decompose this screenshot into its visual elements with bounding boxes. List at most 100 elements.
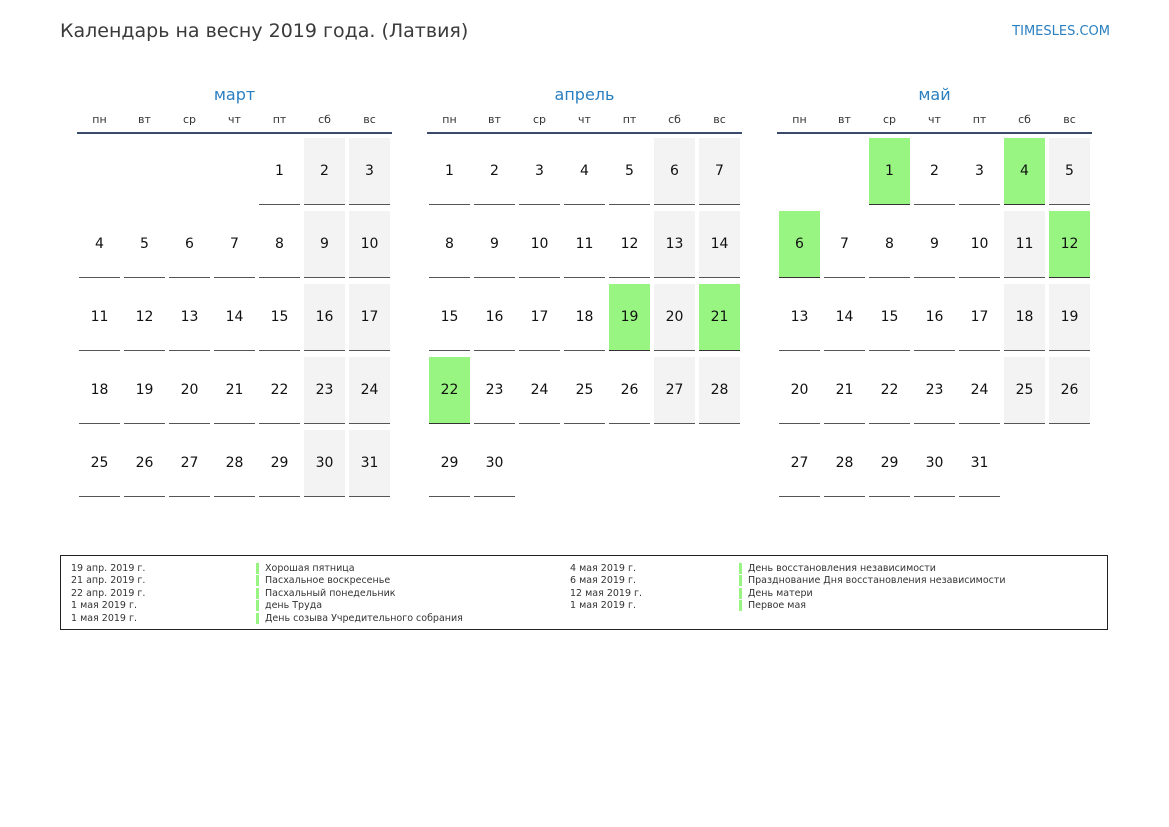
day-cell: 26: [1049, 357, 1090, 424]
day-cell: 26: [609, 357, 650, 424]
day-cell: 25: [1004, 357, 1045, 424]
empty-cell: [1049, 430, 1090, 497]
legend-holiday-name: День созыва Учредительного собрания: [256, 612, 463, 624]
legend-holiday-name: День матери: [739, 587, 813, 599]
day-cell: 17: [959, 284, 1000, 351]
day-cell: 19: [1049, 284, 1090, 351]
day-cell: 17: [519, 284, 560, 351]
legend-holiday-name: Хорошая пятница: [256, 563, 355, 574]
weekday-label: вс: [1063, 113, 1076, 126]
month-name: май: [918, 85, 951, 104]
day-cell: 9: [474, 211, 515, 278]
day-cell: 21: [824, 357, 865, 424]
week-row: 27 28 29 30 31: [777, 430, 1092, 503]
legend-names-right: День восстановления независимости Праздно…: [739, 563, 1006, 613]
legend-holiday-name: День восстановления независимости: [739, 563, 936, 574]
day-cell: 20: [779, 357, 820, 424]
weekday-label: ср: [532, 113, 547, 126]
legend-name-row: Пасхальное воскресенье: [256, 575, 463, 587]
week-row: 13 14 15 16 17 18 19: [777, 284, 1092, 357]
legend-date: 22 апр. 2019 г.: [71, 587, 146, 599]
week-row: 18 19 20 21 22 23 24: [77, 357, 392, 430]
empty-cell: [824, 138, 865, 205]
site-link[interactable]: TIMESLES.COM: [1012, 24, 1110, 39]
day-cell: 25: [79, 430, 120, 497]
day-cell: 6: [169, 211, 210, 278]
week-row: 6 7 8 9 10 11 12: [777, 211, 1092, 284]
weekday-label: пт: [972, 113, 987, 126]
day-cell: 29: [429, 430, 470, 497]
day-cell: 18: [79, 357, 120, 424]
day-cell: 15: [869, 284, 910, 351]
day-cell: 28: [214, 430, 255, 497]
week-row: 4 5 6 7 8 9 10: [77, 211, 392, 284]
weekday-label: сб: [668, 113, 681, 126]
weekday-label: пт: [622, 113, 637, 126]
day-cell: 4: [79, 211, 120, 278]
day-cell: 8: [869, 211, 910, 278]
weekday-label: чт: [578, 113, 591, 126]
day-cell: 15: [429, 284, 470, 351]
day-cell: 30: [914, 430, 955, 497]
weekday-label: сб: [318, 113, 331, 126]
empty-cell: [124, 138, 165, 205]
day-cell: 2: [304, 138, 345, 205]
day-cell: 27: [654, 357, 695, 424]
day-cell: 23: [914, 357, 955, 424]
day-cell: 19: [124, 357, 165, 424]
day-cell: 13: [779, 284, 820, 351]
day-cell: 1: [259, 138, 300, 205]
day-cell: 27: [779, 430, 820, 497]
day-cell: 5: [609, 138, 650, 205]
day-cell: 2: [474, 138, 515, 205]
day-cell: 4: [564, 138, 605, 205]
day-cell: 12: [124, 284, 165, 351]
day-cell: 20: [654, 284, 695, 351]
day-cell: 30: [474, 430, 515, 497]
day-cell: 18: [564, 284, 605, 351]
weekday-label: вт: [138, 113, 151, 126]
holiday-day-cell: 1: [869, 138, 910, 205]
weekday-label: чт: [228, 113, 241, 126]
legend-names-left: Хорошая пятница Пасхальное воскресенье Пас…: [256, 563, 463, 625]
empty-cell: [654, 430, 695, 497]
day-cell: 11: [79, 284, 120, 351]
day-cell: 3: [959, 138, 1000, 205]
day-cell: 22: [259, 357, 300, 424]
day-cell: 6: [654, 138, 695, 205]
empty-cell: [779, 138, 820, 205]
legend-name-row: Первое мая: [739, 600, 1006, 612]
day-cell: 16: [304, 284, 345, 351]
legend-holiday-name: Первое мая: [739, 600, 806, 612]
legend-date: 4 мая 2019 г.: [570, 563, 636, 574]
legend-name-row: Пасхальный понедельник: [256, 587, 463, 600]
day-cell: 11: [1004, 211, 1045, 278]
legend-date: 1 мая 2019 г.: [71, 612, 137, 624]
day-cell: 27: [169, 430, 210, 497]
week-row: 25 26 27 28 29 30 31: [77, 430, 392, 503]
weekday-label: пн: [792, 113, 807, 126]
day-cell: 10: [959, 211, 1000, 278]
day-cell: 13: [169, 284, 210, 351]
day-cell: 14: [214, 284, 255, 351]
weekday-header: пн вт ср чт пт сб вс: [427, 108, 742, 134]
week-row: 11 12 13 14 15 16 17: [77, 284, 392, 357]
week-row: 8 9 10 11 12 13 14: [427, 211, 742, 284]
legend-name-row: День матери: [739, 587, 1006, 600]
day-cell: 9: [914, 211, 955, 278]
empty-cell: [214, 138, 255, 205]
month-name: апрель: [554, 85, 615, 104]
day-cell: 22: [869, 357, 910, 424]
weekday-label: вс: [363, 113, 376, 126]
legend-holiday-name: Празднование Дня восстановления независи…: [739, 575, 1006, 587]
day-cell: 21: [214, 357, 255, 424]
day-cell: 17: [349, 284, 390, 351]
weekday-label: чт: [928, 113, 941, 126]
day-cell: 23: [304, 357, 345, 424]
month-march: март пн вт ср чт пт сб вс 1 2 3 4 5 6 7 8 9 10 11 12 13 14 15 1…: [77, 82, 392, 503]
day-cell: 18: [1004, 284, 1045, 351]
holiday-legend: 19 апр. 2019 г. 21 апр. 2019 г. 22 апр. 20…: [60, 555, 1108, 630]
day-cell: 25: [564, 357, 605, 424]
legend-name-row: Хорошая пятница: [256, 563, 463, 575]
